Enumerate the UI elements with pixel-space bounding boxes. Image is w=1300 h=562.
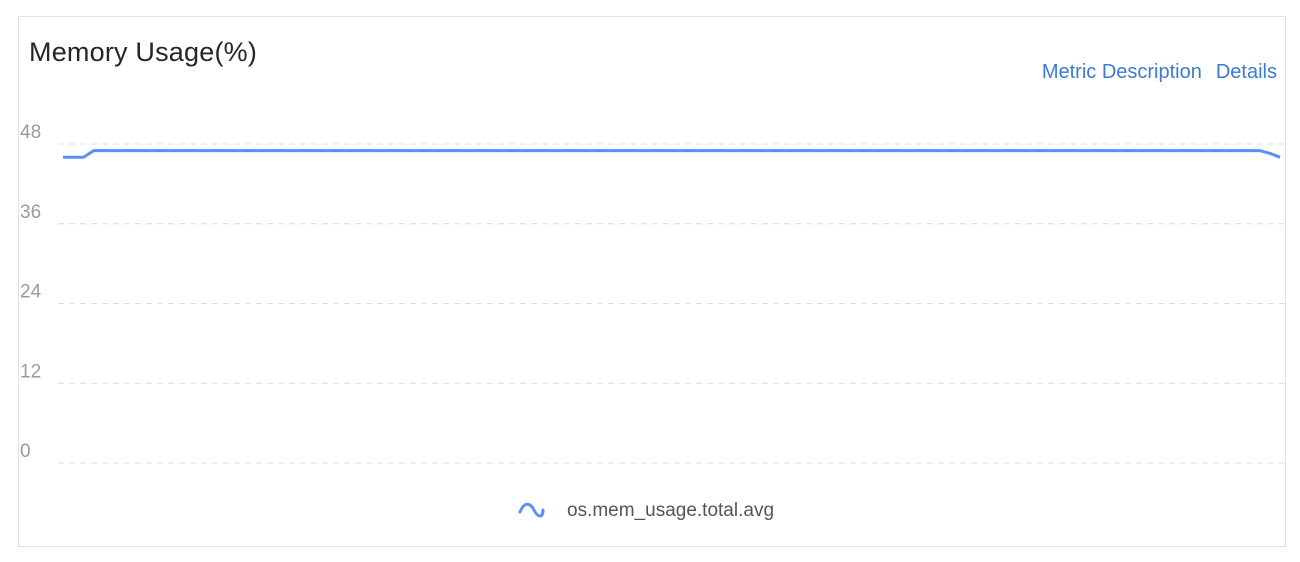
grid-lines — [58, 144, 1285, 463]
legend-line-icon[interactable] — [520, 504, 543, 516]
y-tick-label: 0 — [20, 441, 31, 462]
y-tick-label: 48 — [20, 122, 41, 143]
y-tick-label: 36 — [20, 202, 41, 223]
series-line — [63, 151, 1280, 158]
y-tick-label: 12 — [20, 361, 41, 382]
legend-label[interactable]: os.mem_usage.total.avg — [567, 500, 774, 521]
y-tick-label: 24 — [20, 282, 42, 303]
legend: os.mem_usage.total.avg — [520, 500, 774, 521]
series-lines — [63, 151, 1280, 158]
y-axis-ticks: 0 12 24 36 48 — [20, 122, 42, 462]
